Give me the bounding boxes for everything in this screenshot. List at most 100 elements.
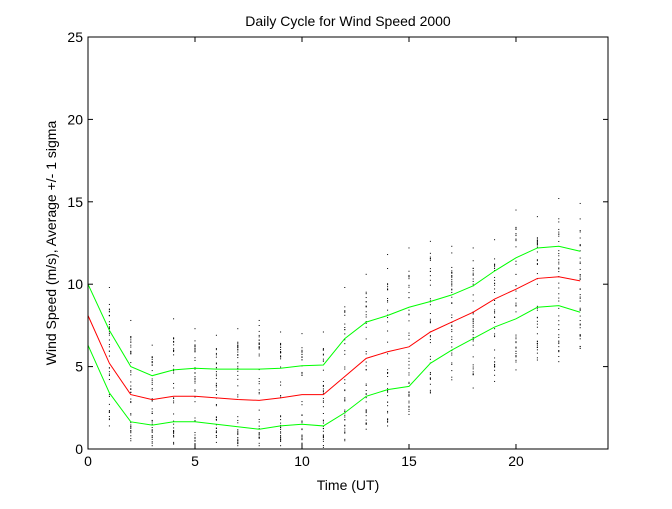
observation-point — [322, 400, 324, 402]
observation-point — [472, 247, 474, 249]
observation-point — [536, 243, 538, 245]
observation-point — [194, 340, 196, 342]
observation-point — [151, 435, 153, 437]
observation-point — [494, 311, 496, 313]
observation-point — [130, 388, 132, 390]
observation-point — [194, 328, 196, 330]
observation-point — [130, 422, 132, 424]
observation-point — [173, 341, 175, 343]
observation-point — [536, 323, 538, 325]
observation-point — [322, 428, 324, 430]
observation-point — [387, 288, 389, 290]
observation-point — [194, 345, 196, 347]
observation-point — [301, 428, 303, 430]
observation-point — [387, 317, 389, 319]
observation-point — [536, 240, 538, 242]
observation-point — [301, 404, 303, 406]
observation-point — [494, 316, 496, 318]
observation-point — [108, 311, 110, 313]
observation-point — [130, 414, 132, 416]
observation-point — [237, 378, 239, 380]
observation-point — [579, 323, 581, 325]
observation-point — [536, 259, 538, 261]
series-lines — [87, 245, 581, 430]
observation-point — [536, 263, 538, 265]
observation-point — [515, 297, 517, 299]
observation-point — [536, 283, 538, 285]
observation-point — [494, 266, 496, 268]
observation-point — [215, 362, 217, 364]
observation-point — [451, 352, 453, 354]
observation-point — [429, 335, 431, 337]
observation-point — [536, 316, 538, 318]
observation-point — [108, 315, 110, 317]
observation-point — [344, 353, 346, 355]
observation-point — [215, 418, 217, 420]
observation-point — [558, 351, 560, 353]
observation-point — [173, 338, 175, 340]
observation-point — [130, 388, 132, 390]
observation-point — [130, 381, 132, 383]
observation-point — [151, 438, 153, 440]
observation-point — [108, 395, 110, 397]
observation-point — [215, 419, 217, 421]
observation-point — [494, 366, 496, 368]
observation-point — [365, 321, 367, 323]
observation-point — [215, 436, 217, 438]
observation-point — [130, 413, 132, 415]
observation-point — [215, 386, 217, 388]
y-tick-label: 25 — [67, 29, 83, 45]
observation-point — [322, 413, 324, 415]
observation-point — [558, 282, 560, 284]
observation-point — [536, 244, 538, 246]
observation-point — [472, 294, 474, 296]
observation-point — [280, 344, 282, 346]
observation-point — [408, 313, 410, 315]
observation-point — [237, 431, 239, 433]
observation-point — [237, 445, 239, 447]
observation-point — [365, 291, 367, 293]
observation-point — [451, 342, 453, 344]
observation-point — [194, 346, 196, 348]
observation-point — [558, 361, 560, 363]
observation-point — [280, 440, 282, 442]
observation-point — [344, 411, 346, 413]
observation-point — [194, 432, 196, 434]
observation-point — [558, 315, 560, 317]
observation-point — [280, 437, 282, 439]
observation-point — [258, 353, 260, 355]
observation-point — [322, 438, 324, 440]
observation-point — [151, 358, 153, 360]
observation-point — [536, 307, 538, 309]
observation-point — [301, 347, 303, 349]
observation-point — [365, 311, 367, 313]
observation-point — [408, 276, 410, 278]
observation-point — [579, 202, 581, 204]
observation-point — [194, 368, 196, 370]
observation-point — [108, 308, 110, 310]
observation-point — [558, 350, 560, 352]
observation-point — [558, 343, 560, 345]
observation-point — [579, 257, 581, 259]
observation-point — [301, 349, 303, 351]
observation-point — [237, 347, 239, 349]
observation-point — [387, 309, 389, 311]
y-tick-label: 0 — [75, 441, 83, 457]
observation-point — [515, 273, 517, 275]
observation-point — [215, 375, 217, 377]
observation-point — [280, 350, 282, 352]
observation-point — [258, 343, 260, 345]
observation-point — [258, 445, 260, 447]
observation-point — [429, 258, 431, 260]
observation-point — [237, 394, 239, 396]
observation-point — [301, 354, 303, 356]
observation-point — [472, 326, 474, 328]
observation-point — [108, 373, 110, 375]
observation-point — [301, 401, 303, 403]
observation-point — [515, 302, 517, 304]
observation-point — [151, 429, 153, 431]
observation-point — [130, 431, 132, 433]
observation-point — [258, 336, 260, 338]
observation-point — [108, 303, 110, 305]
observation-point — [558, 293, 560, 295]
